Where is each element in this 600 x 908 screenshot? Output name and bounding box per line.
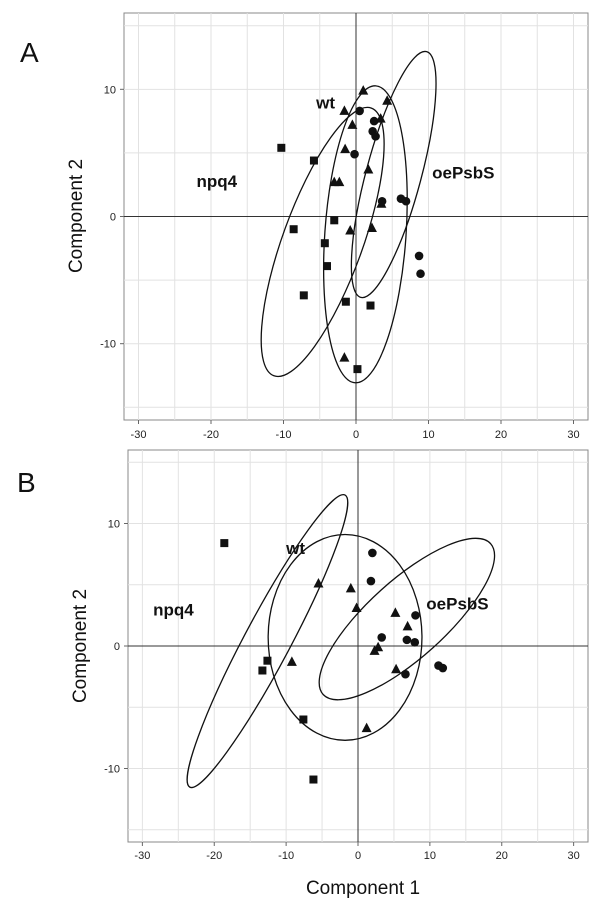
data-point-npq4 (330, 216, 339, 225)
data-point-wt (286, 656, 297, 666)
data-point-oePsbS (438, 663, 448, 673)
series-wt (286, 578, 413, 733)
data-point-oePsbS (410, 638, 420, 647)
data-point-oePsbS (350, 149, 359, 159)
data-point-npq4 (309, 775, 318, 784)
data-point-npq4 (309, 156, 318, 165)
data-point-wt (339, 105, 350, 115)
data-point-oePsbS (402, 635, 412, 645)
data-point-oePsbS (401, 669, 410, 679)
confidence-ellipse-npq4 (260, 106, 385, 378)
group-label-npq4: npq4 (197, 172, 238, 191)
data-point-wt (351, 602, 362, 613)
y-tick-label: 0 (110, 212, 116, 224)
x-tick-label: -30 (131, 429, 147, 441)
x-tick-label: 0 (353, 429, 359, 441)
y-axis-title: Component 2 (70, 589, 91, 703)
data-point-npq4 (289, 225, 298, 234)
group-label-npq4: npq4 (153, 600, 194, 619)
data-point-oePsbS (377, 633, 387, 642)
x-tick-label: -10 (276, 429, 292, 441)
data-point-oePsbS (355, 106, 364, 116)
data-point-npq4 (353, 365, 362, 374)
data-point-wt (391, 663, 402, 674)
data-point-wt (361, 722, 372, 733)
data-point-wt (347, 119, 358, 129)
data-point-npq4 (341, 297, 350, 306)
y-tick-label: 0 (114, 641, 120, 653)
data-point-wt (345, 224, 356, 235)
data-point-wt (339, 352, 350, 362)
y-tick-label: -10 (104, 764, 120, 776)
group-label-oePsbS: oePsbS (426, 594, 488, 613)
scatter-panel-B: -30 -20 -10 0 10 20 30 10 0 -10 wt npq4 oePsbS B Compo… (17, 449, 589, 899)
data-point-npq4 (323, 262, 331, 271)
data-point-oePsbS (369, 116, 379, 126)
data-point-wt (382, 95, 393, 105)
x-tick-label: 10 (424, 850, 436, 862)
data-point-oePsbS (414, 251, 424, 261)
data-point-npq4 (320, 239, 329, 248)
data-point-npq4 (366, 301, 375, 310)
x-tick-label: -10 (278, 850, 294, 862)
data-point-npq4 (299, 715, 308, 724)
data-point-oePsbS (416, 269, 425, 279)
scatter-panel-A: -30 -20 -10 0 10 20 30 10 0 -10 wt npq4 oePsbS A Compo… (20, 12, 589, 441)
data-point-oePsbS (377, 196, 387, 206)
data-point-oePsbS (411, 611, 420, 620)
data-point-wt (345, 582, 356, 593)
series-npq4 (277, 143, 375, 374)
data-point-wt (363, 163, 374, 174)
x-tick-label: 30 (567, 429, 579, 441)
data-point-npq4 (277, 143, 286, 152)
x-tick-label: 30 (568, 850, 580, 862)
y-tick-label: 10 (104, 84, 116, 96)
x-tick-label: -20 (203, 429, 219, 441)
data-point-wt (358, 85, 369, 95)
confidence-ellipse-oePsbS (318, 537, 496, 701)
series-oePsbS (350, 106, 425, 279)
x-tick-label: 0 (355, 850, 361, 862)
data-point-wt (390, 607, 401, 617)
x-tick-label: -20 (206, 850, 222, 862)
group-label-oePsbS: oePsbS (432, 163, 494, 182)
series-oePsbS (366, 548, 448, 679)
data-point-wt (366, 222, 377, 232)
data-point-npq4 (299, 291, 308, 300)
y-tick-label: -10 (100, 339, 116, 351)
data-point-npq4 (220, 539, 229, 548)
x-tick-label: 20 (496, 850, 508, 862)
group-label-wt: wt (285, 539, 305, 558)
x-tick-label: 20 (495, 429, 507, 441)
x-tick-label: 10 (422, 429, 434, 441)
data-point-wt (369, 645, 380, 655)
panel-label: B (17, 467, 36, 498)
data-point-oePsbS (401, 196, 411, 206)
data-point-npq4 (263, 656, 272, 665)
confidence-ellipse-wt (322, 85, 408, 384)
y-axis-title: Component 2 (66, 159, 87, 273)
y-tick-label: 10 (108, 519, 120, 531)
panel-label: A (20, 37, 39, 68)
data-point-wt (402, 620, 413, 631)
x-axis-title: Component 1 (306, 878, 420, 899)
confidence-ellipse-wt (267, 533, 423, 741)
confidence-ellipse-npq4 (186, 494, 349, 789)
data-point-oePsbS (368, 548, 377, 558)
data-point-wt (340, 143, 351, 154)
x-tick-label: -30 (134, 850, 150, 862)
series-wt (329, 85, 393, 362)
data-point-wt (334, 176, 345, 187)
group-label-wt: wt (315, 93, 335, 112)
data-point-npq4 (258, 666, 267, 675)
data-point-wt (313, 578, 324, 588)
data-point-oePsbS (371, 132, 380, 141)
series-npq4 (220, 539, 318, 784)
data-point-oePsbS (366, 576, 376, 586)
